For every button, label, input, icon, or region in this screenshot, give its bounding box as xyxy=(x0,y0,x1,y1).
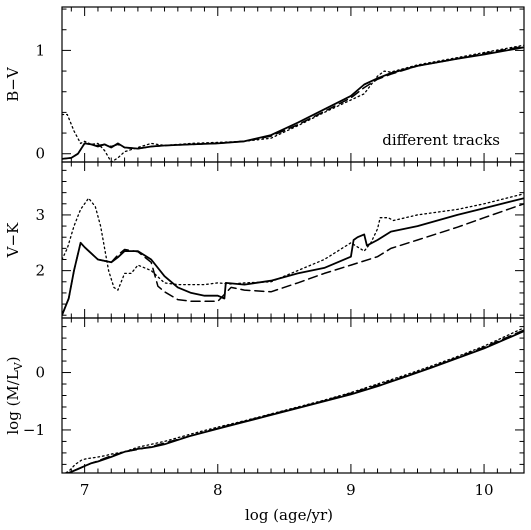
y-tick-label: −1 xyxy=(23,421,45,439)
x-tick-label: 8 xyxy=(213,481,223,499)
series-line-dotted xyxy=(62,193,524,291)
panel-frame-vk xyxy=(61,161,525,319)
x-tick-label: 9 xyxy=(346,481,356,499)
y-tick-label: 0 xyxy=(35,145,45,163)
series-line-solid xyxy=(62,197,524,317)
y-axis-label-ml: log (M/LV) xyxy=(4,356,25,434)
series-line-dashed xyxy=(62,203,524,316)
x-tick-label: 7 xyxy=(80,481,90,499)
y-tick-label: 1 xyxy=(35,41,45,59)
series-line-dashed xyxy=(66,329,524,473)
y-tick-label: 2 xyxy=(35,262,45,280)
series-line-dotted xyxy=(63,327,524,473)
panel-ml: −1 0 log (M/LV) 7 8 9 10 xyxy=(4,317,525,499)
y-tick-label: 0 xyxy=(35,364,45,382)
x-tick-label: 10 xyxy=(475,481,494,499)
y-tick-label: 3 xyxy=(35,206,45,224)
y-axis-label-vk: V−K xyxy=(4,222,22,258)
y-axis-label-close: ) xyxy=(4,356,22,362)
series-line-solid xyxy=(62,46,524,160)
series-line-dotted xyxy=(62,44,524,162)
y-axis-label-subscript: V xyxy=(12,361,25,371)
panel-vk: 2 3 V−K xyxy=(4,161,525,319)
x-axis-label: log (age/yr) xyxy=(245,506,333,524)
series-line-solid xyxy=(66,330,524,473)
annotation-different-tracks: different tracks xyxy=(382,131,500,149)
y-axis-label-bv: B−V xyxy=(4,66,22,102)
